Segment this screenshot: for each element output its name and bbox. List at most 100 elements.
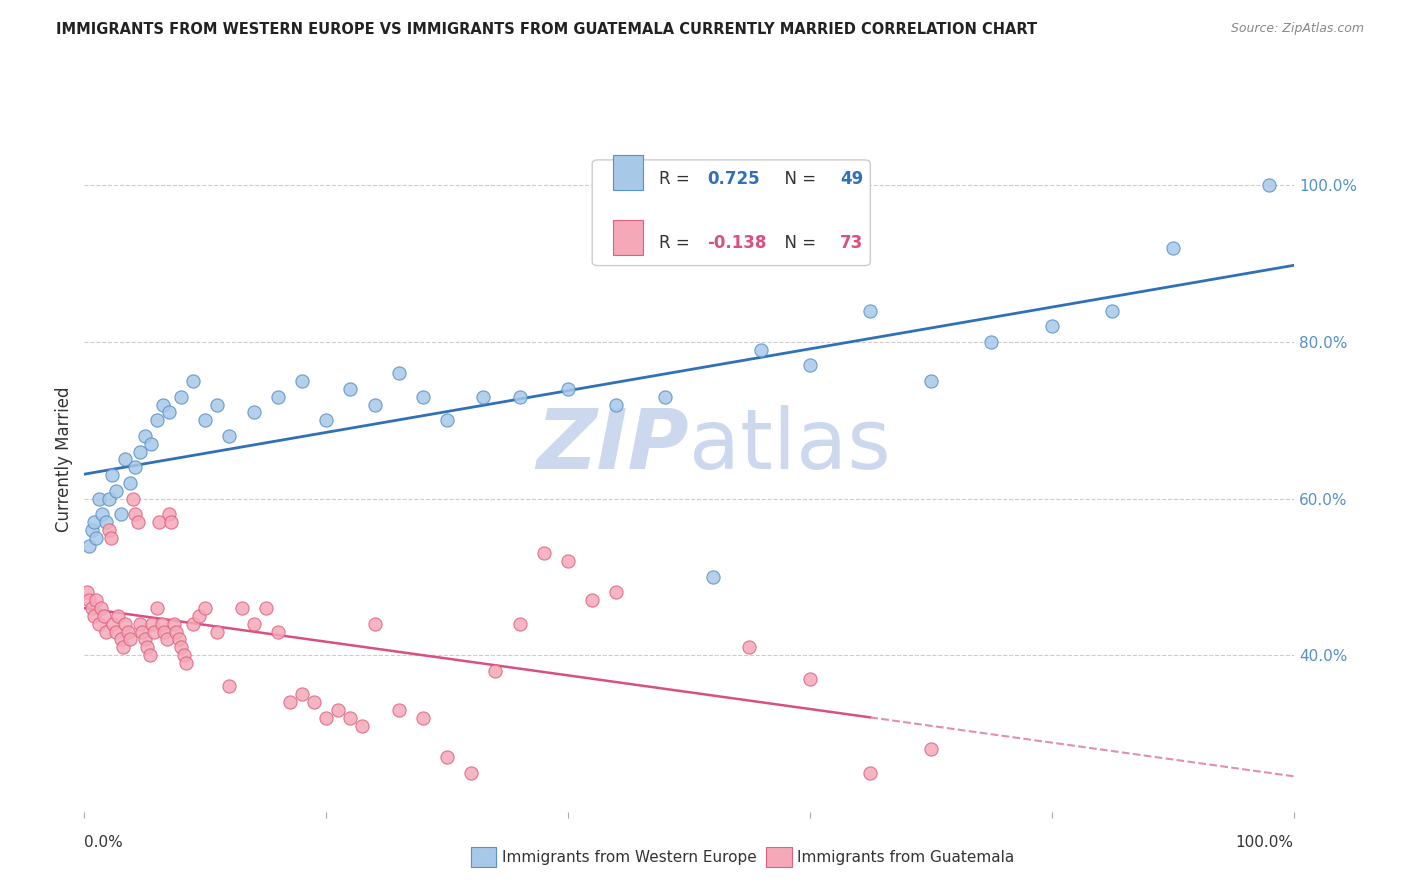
Point [859,303,882,318]
Point [1101,303,1123,318]
Point [77,539,100,553]
Point [1040,319,1063,334]
Point [127,515,149,529]
Point [509,616,531,631]
Point [146,413,169,427]
Point [117,624,139,639]
Point [436,750,458,764]
Point [83,609,105,624]
Point [799,672,821,686]
Point [170,640,193,655]
Text: N =: N = [773,234,821,252]
Point [112,640,135,655]
Point [86,531,108,545]
Point [738,640,761,655]
Point [155,632,177,647]
Text: -0.138: -0.138 [707,234,766,252]
Point [150,616,173,631]
Point [138,648,160,662]
Point [114,616,136,631]
Point [181,616,204,631]
Point [174,656,197,670]
Point [218,680,240,694]
Text: 73: 73 [841,234,863,252]
Point [129,616,152,631]
Point [207,624,229,639]
Point [167,632,190,647]
Point [799,359,821,373]
Point [143,624,166,639]
Point [605,585,627,599]
Point [188,609,211,624]
Point [94,515,117,529]
Point [124,460,146,475]
Point [114,452,136,467]
Point [207,398,229,412]
Point [139,436,162,450]
Point [339,382,361,396]
FancyBboxPatch shape [592,160,870,266]
Point [110,507,132,521]
Point [581,593,603,607]
Point [134,632,156,647]
Point [267,390,290,404]
Point [363,616,385,631]
Point [388,366,411,380]
Point [412,711,434,725]
Point [104,483,127,498]
Point [218,429,240,443]
Point [302,695,325,709]
Point [181,374,204,388]
Point [194,413,217,427]
Text: 0.0%: 0.0% [84,835,124,850]
Text: 100.0%: 100.0% [1236,835,1294,850]
Point [388,703,411,717]
Point [90,601,112,615]
Point [163,616,186,631]
Point [605,398,627,412]
Point [702,570,724,584]
Text: IMMIGRANTS FROM WESTERN EUROPE VS IMMIGRANTS FROM GUATEMALA CURRENTLY MARRIED CO: IMMIGRANTS FROM WESTERN EUROPE VS IMMIGR… [56,22,1038,37]
Point [859,765,882,780]
Point [315,413,337,427]
Point [77,593,100,607]
Point [120,632,142,647]
Point [165,624,187,639]
Point [315,711,337,725]
Point [242,616,264,631]
Point [97,523,120,537]
Point [170,390,193,404]
Point [254,601,277,615]
Point [124,507,146,521]
Text: Immigrants from Western Europe: Immigrants from Western Europe [502,850,756,864]
Bar [613,219,643,255]
Point [80,601,103,615]
Point [436,413,458,427]
Point [339,711,361,725]
Point [87,491,110,506]
Point [152,398,174,412]
Text: N =: N = [773,170,821,188]
Y-axis label: Currently Married: Currently Married [55,386,73,533]
Point [242,405,264,419]
Point [352,718,374,732]
Point [557,382,579,396]
Point [267,624,290,639]
Point [80,523,103,537]
Point [76,585,98,599]
Point [103,616,125,631]
Point [412,390,434,404]
Text: atlas: atlas [689,405,890,486]
Point [157,405,180,419]
Point [120,475,142,490]
Point [291,374,314,388]
Point [533,546,555,560]
Point [141,616,163,631]
Point [291,687,314,701]
Point [136,640,159,655]
Point [751,343,773,357]
Point [484,664,506,678]
Point [100,531,122,545]
Point [107,609,129,624]
Point [173,648,195,662]
